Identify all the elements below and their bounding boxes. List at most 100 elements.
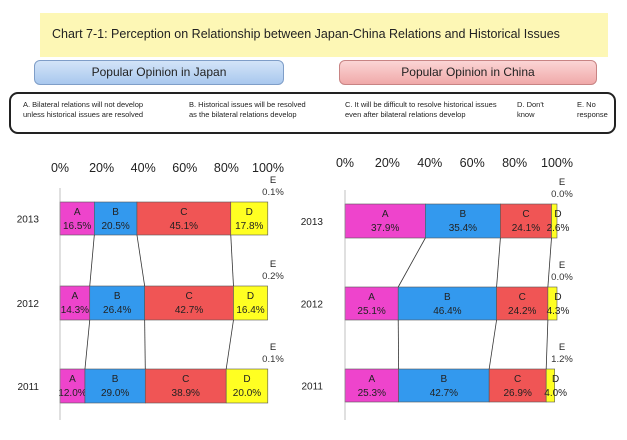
segment-key-label: E	[270, 259, 276, 270]
data-label: 37.9%	[371, 223, 399, 234]
connector-line	[547, 237, 552, 288]
segment-key-label: D	[243, 374, 250, 385]
x-tick-label: 60%	[460, 156, 485, 170]
data-label: 16.4%	[236, 305, 264, 316]
bar-segment-a	[59, 285, 91, 321]
panel-label-japan: Popular Opinion in Japan	[34, 60, 284, 85]
data-label: 16.5%	[63, 221, 91, 232]
category-label: 2012	[17, 299, 40, 310]
connector-line	[230, 234, 234, 287]
connector-line	[136, 234, 146, 287]
category-label: 2012	[301, 300, 324, 311]
legend-item-d: D. Don't know	[517, 100, 544, 119]
connector-line	[84, 319, 91, 370]
x-tick-label: 0%	[336, 156, 354, 170]
x-tick-label: 20%	[89, 161, 114, 175]
connector-line	[225, 319, 234, 370]
chart-title-box: Chart 7-1: Perception on Relationship be…	[40, 13, 608, 57]
bar-segment-d	[551, 203, 558, 239]
data-label: 0.0%	[551, 189, 573, 200]
data-label: 25.3%	[358, 388, 386, 399]
category-label: 2011	[17, 382, 39, 393]
chart-title: Chart 7-1: Perception on Relationship be…	[52, 27, 560, 41]
connector-line	[144, 319, 146, 370]
segment-key-label: E	[559, 177, 565, 188]
data-label: 0.1%	[262, 187, 284, 198]
legend-item-e: E. No response	[577, 100, 608, 119]
segment-key-label: B	[112, 207, 119, 218]
segment-key-label: B	[112, 374, 119, 385]
bar-segment-b	[94, 201, 138, 236]
data-label: 4.3%	[547, 306, 570, 317]
data-label: 35.4%	[449, 223, 477, 234]
segment-key-label: D	[554, 209, 561, 220]
bar-segment-c	[144, 285, 234, 321]
x-tick-label: 20%	[375, 156, 400, 170]
bar-segment-d	[547, 286, 558, 321]
segment-key-label: D	[246, 207, 253, 218]
data-label: 38.9%	[172, 388, 200, 399]
bar-segment-b	[398, 368, 490, 403]
segment-key-label: C	[519, 292, 526, 303]
x-tick-label: 80%	[502, 156, 527, 170]
x-tick-label: 100%	[541, 156, 573, 170]
data-label: 29.0%	[101, 388, 129, 399]
segment-key-label: A	[69, 374, 76, 385]
segment-key-label: A	[74, 207, 81, 218]
data-label: 42.7%	[175, 305, 203, 316]
x-tick-label: 40%	[417, 156, 442, 170]
data-label: 4.0%	[544, 388, 567, 399]
connector-line	[545, 319, 549, 370]
x-tick-label: 80%	[214, 161, 239, 175]
bar-segment-c	[500, 203, 552, 239]
data-label: 14.3%	[61, 305, 89, 316]
data-label: 45.1%	[170, 221, 198, 232]
x-tick-label: 40%	[131, 161, 156, 175]
data-label: 26.4%	[103, 305, 131, 316]
segment-key-label: B	[114, 291, 121, 302]
bar-segment-d	[225, 368, 269, 404]
data-label: 1.2%	[551, 354, 573, 365]
connector-line	[496, 237, 501, 288]
data-label: 20.5%	[101, 221, 129, 232]
legend: A. Bilateral relations will not develop …	[9, 92, 616, 134]
bar-segment-d	[230, 201, 269, 236]
segment-key-label: E	[270, 342, 276, 353]
bar-segment-b	[425, 203, 501, 239]
category-label: 2013	[17, 215, 40, 226]
bar-segment-a	[344, 368, 399, 403]
segment-key-label: C	[522, 209, 529, 220]
segment-key-label: B	[460, 209, 467, 220]
data-label: 25.1%	[357, 306, 385, 317]
bar-segment-a	[59, 368, 86, 404]
x-tick-label: 100%	[252, 161, 284, 175]
data-label: 26.9%	[503, 388, 531, 399]
category-label: 2013	[301, 217, 324, 228]
segment-key-label: D	[247, 291, 254, 302]
segment-key-label: C	[182, 374, 189, 385]
segment-key-label: E	[270, 175, 276, 186]
chart-japan: 0% 20% 40% 60% 80% 100% 2013 A 16.5% B 20.5% C 45.1%…	[17, 161, 284, 420]
bar-segment-d	[233, 285, 268, 321]
segment-key-label: C	[180, 207, 187, 218]
data-label: 0.0%	[551, 272, 573, 283]
bar-segment-b	[84, 368, 146, 404]
data-label: 0.2%	[262, 271, 284, 282]
data-label: 24.1%	[512, 223, 540, 234]
legend-item-c: C. It will be difficult to resolve histo…	[345, 100, 497, 119]
category-label: 2011	[301, 382, 323, 393]
bar-segment-d	[545, 368, 555, 403]
legend-item-b: B. Historical issues will be resolved as…	[189, 100, 306, 119]
segment-key-label: A	[72, 291, 79, 302]
segment-key-label: C	[185, 291, 192, 302]
segment-key-label: E	[559, 260, 565, 271]
connector-line	[397, 237, 426, 288]
data-label: 2.6%	[547, 223, 570, 234]
bar-segment-b	[397, 286, 497, 321]
data-label: 46.4%	[433, 306, 461, 317]
segment-key-label: B	[441, 374, 448, 385]
data-label: 24.2%	[508, 306, 536, 317]
x-tick-label: 60%	[172, 161, 197, 175]
legend-item-a: A. Bilateral relations will not develop …	[23, 100, 144, 119]
bar-segment-a	[344, 203, 426, 239]
